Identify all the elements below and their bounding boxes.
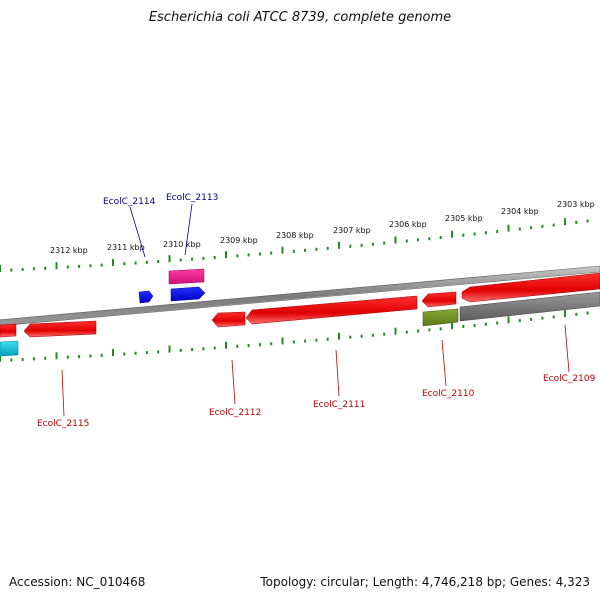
gene-ecolc-2112[interactable] xyxy=(211,311,246,328)
scale-label-2308: 2308 kbp xyxy=(276,231,314,240)
gene-ecolc-2114[interactable] xyxy=(138,290,154,304)
label-ecolc-2114[interactable]: EcolC_2114 xyxy=(103,197,156,207)
scale-label-2303: 2303 kbp xyxy=(557,200,595,209)
gene-ecolc-2113[interactable] xyxy=(168,268,205,285)
genome-summary: Topology: circular; Length: 4,746,218 bp… xyxy=(260,575,590,589)
gene-ecolc-2110-red[interactable] xyxy=(421,291,457,308)
leader-ecolc-2113 xyxy=(184,203,193,256)
gene-ecolc-2111[interactable] xyxy=(245,295,418,325)
scale-label-2311: 2311 kbp xyxy=(107,243,145,252)
leader-ecolc-2114 xyxy=(129,206,146,258)
gene-left-edge-red[interactable] xyxy=(0,323,17,338)
gene-forward-right[interactable] xyxy=(461,272,600,303)
reverse-leader-lines xyxy=(61,324,570,417)
reverse-gene-labels: EcolC_2115 EcolC_2112 EcolC_2111 EcolC_2… xyxy=(37,374,596,429)
label-ecolc-2112[interactable]: EcolC_2112 xyxy=(209,408,261,418)
label-ecolc-2113[interactable]: EcolC_2113 xyxy=(166,193,218,203)
gene-ecolc-2109[interactable] xyxy=(459,291,600,322)
scale-label-2305: 2305 kbp xyxy=(445,214,483,223)
leader-ecolc-2109 xyxy=(564,324,570,373)
scale-labels: 2312 kbp 2311 kbp 2310 kbp 2309 kbp 2308… xyxy=(50,200,595,255)
outer-scale-ticks xyxy=(0,218,589,272)
scale-label-2304: 2304 kbp xyxy=(501,207,539,216)
scale-label-2306: 2306 kbp xyxy=(389,220,427,229)
label-ecolc-2109[interactable]: EcolC_2109 xyxy=(543,374,596,384)
scale-label-2309: 2309 kbp xyxy=(220,236,258,245)
inner-scale-ticks xyxy=(0,310,589,362)
accession-label: Accession: NC_010468 xyxy=(9,575,146,589)
forward-genes xyxy=(138,268,600,304)
forward-leader-lines xyxy=(129,203,193,258)
leader-ecolc-2115 xyxy=(61,369,65,417)
label-ecolc-2111[interactable]: EcolC_2111 xyxy=(313,400,365,410)
scale-label-2310: 2310 kbp xyxy=(163,240,201,249)
leader-ecolc-2112 xyxy=(231,359,236,405)
leader-ecolc-2111 xyxy=(335,349,340,397)
scale-label-2312: 2312 kbp xyxy=(50,246,88,255)
label-ecolc-2115[interactable]: EcolC_2115 xyxy=(37,419,89,429)
gene-ecolc-2115[interactable] xyxy=(23,320,97,338)
label-ecolc-2110[interactable]: EcolC_2110 xyxy=(422,389,475,399)
map-title: Escherichia coli ATCC 8739, complete gen… xyxy=(148,10,452,25)
gene-ecolc-2110[interactable] xyxy=(422,308,459,327)
gene-left-edge-cyan[interactable] xyxy=(0,340,19,357)
reverse-genes xyxy=(0,291,600,357)
leader-ecolc-2110 xyxy=(441,339,447,387)
forward-gene-labels: EcolC_2114 EcolC_2113 xyxy=(103,193,218,207)
scale-label-2307: 2307 kbp xyxy=(333,226,371,235)
gene-ecolc-2113-blue[interactable] xyxy=(170,286,206,302)
